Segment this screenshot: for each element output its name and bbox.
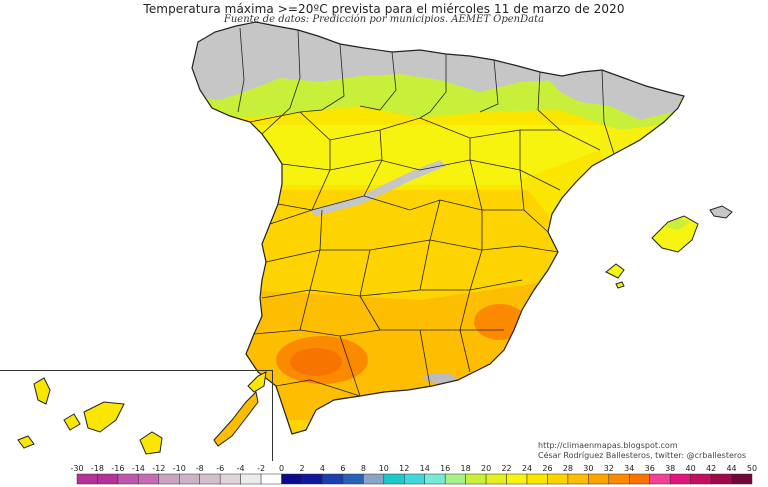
legend-swatch xyxy=(649,473,671,485)
legend-swatch xyxy=(76,473,98,485)
legend-label: 44 xyxy=(726,464,736,473)
legend-swatch xyxy=(219,473,241,485)
legend-label: 18 xyxy=(461,464,471,473)
legend-swatch xyxy=(567,473,589,485)
ibiza xyxy=(605,263,625,279)
legend-label: 0 xyxy=(279,464,284,473)
zone-central-system xyxy=(310,160,446,216)
legend-label: 4 xyxy=(320,464,325,473)
legend-swatch xyxy=(526,473,548,485)
legend-swatch xyxy=(117,473,139,485)
credit-blog: http://climaenmapas.blogspot.com xyxy=(538,441,678,450)
legend-label: 38 xyxy=(665,464,675,473)
mallorca-north xyxy=(664,218,690,230)
legend-swatch xyxy=(342,473,364,485)
color-legend: -30 -18 -16 -14 -12 -10 -8 -6 -4 -2 0 2 4 6 8 10 12 14 16 1… xyxy=(70,464,757,485)
legend-label: 2 xyxy=(299,464,304,473)
legend-label: -4 xyxy=(237,464,245,473)
legend-label: 36 xyxy=(645,464,655,473)
la-gomera xyxy=(63,413,81,431)
legend-label: -2 xyxy=(257,464,265,473)
legend-swatch xyxy=(158,473,180,485)
legend-swatch xyxy=(629,473,650,485)
legend-swatch xyxy=(179,473,200,485)
legend-swatch xyxy=(690,473,712,485)
legend-label: -10 xyxy=(173,464,186,473)
legend-label: 10 xyxy=(379,464,389,473)
legend-label: -8 xyxy=(196,464,204,473)
legend-label: -12 xyxy=(152,464,165,473)
la-palma xyxy=(33,377,51,405)
fuerteventura xyxy=(213,390,259,447)
legend-swatch xyxy=(281,473,303,485)
legend-label: 30 xyxy=(583,464,593,473)
legend-swatch xyxy=(547,473,569,485)
legend-label: -16 xyxy=(111,464,124,473)
legend-label: -18 xyxy=(91,464,104,473)
mallorca xyxy=(651,215,699,253)
map-subtitle: Fuente de datos: Predicción por municipi… xyxy=(223,14,545,25)
legend-label: 24 xyxy=(522,464,532,473)
tenerife xyxy=(83,401,125,433)
legend-swatch xyxy=(199,473,221,485)
lanzarote xyxy=(247,371,267,393)
legend-swatch xyxy=(97,473,119,485)
legend-label: -6 xyxy=(216,464,224,473)
province-borders xyxy=(237,27,615,397)
credit-author: César Rodríguez Ballesteros, twitter: @c… xyxy=(538,451,747,460)
legend-label: 8 xyxy=(361,464,366,473)
legend-swatch xyxy=(506,473,528,485)
map-title: Temperatura máxima >=20ºC prevista para … xyxy=(143,2,625,16)
legend-swatch xyxy=(404,473,425,485)
legend-swatch xyxy=(301,473,323,485)
legend-swatch xyxy=(240,473,262,485)
legend-label: 14 xyxy=(420,464,430,473)
formentera xyxy=(615,281,625,289)
zone-guadalquivir-core xyxy=(290,348,342,376)
legend-label: 16 xyxy=(440,464,450,473)
legend-label: 20 xyxy=(481,464,491,473)
legend-swatch xyxy=(588,473,610,485)
legend-label: 50 xyxy=(747,464,757,473)
zone-murcia xyxy=(474,304,526,340)
balearic-islands xyxy=(605,205,733,289)
legend-swatch xyxy=(731,473,753,485)
legend-label: 12 xyxy=(399,464,409,473)
legend-swatch xyxy=(465,473,487,485)
legend-swatch xyxy=(710,473,732,485)
el-hierro xyxy=(17,435,35,449)
legend-label: 28 xyxy=(563,464,573,473)
legend-swatch xyxy=(138,473,160,485)
legend-label: 6 xyxy=(340,464,345,473)
legend-swatch xyxy=(260,473,282,485)
legend-label: 34 xyxy=(624,464,634,473)
legend-label: -30 xyxy=(70,464,83,473)
zone-sierra-nevada xyxy=(424,373,456,383)
legend-label: 42 xyxy=(706,464,716,473)
legend-swatch xyxy=(322,473,344,485)
legend-swatch xyxy=(363,473,385,485)
legend-label: 40 xyxy=(686,464,696,473)
legend-label: 32 xyxy=(604,464,614,473)
legend-label: 22 xyxy=(501,464,511,473)
legend-swatch xyxy=(669,473,691,485)
legend-swatch xyxy=(383,473,405,485)
legend-label: -14 xyxy=(132,464,145,473)
canary-islands xyxy=(17,371,267,455)
gran-canaria xyxy=(139,431,163,455)
canary-islands-frame xyxy=(0,370,273,461)
legend-swatch xyxy=(608,473,630,485)
legend-swatch xyxy=(424,473,446,485)
legend-label: 26 xyxy=(542,464,552,473)
menorca xyxy=(709,205,733,219)
legend-swatch xyxy=(444,473,466,485)
legend-swatch xyxy=(485,473,507,485)
